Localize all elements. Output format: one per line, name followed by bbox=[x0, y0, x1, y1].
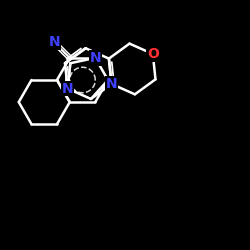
Text: N: N bbox=[106, 77, 118, 91]
Text: O: O bbox=[147, 47, 159, 61]
Text: N: N bbox=[48, 35, 60, 49]
Text: N: N bbox=[62, 82, 74, 96]
Text: N: N bbox=[90, 51, 101, 65]
